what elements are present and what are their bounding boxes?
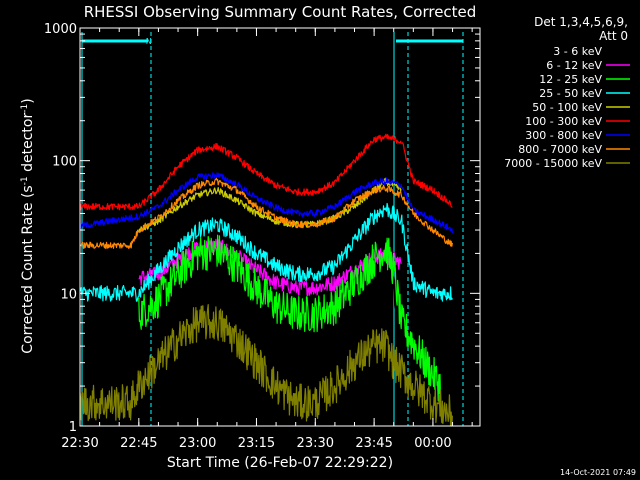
y-tick-label: 100 [52, 155, 77, 170]
series-line-6 [79, 172, 453, 234]
y-axis-label-main: Corrected Count Rate (s [20, 185, 36, 353]
y-axis-label-sup2: -1 [20, 104, 30, 113]
x-tick-label: 00:00 [414, 436, 451, 451]
series-line-5 [79, 133, 453, 211]
series-line-2 [138, 234, 442, 403]
x-tick-label: 23:45 [355, 436, 392, 451]
generation-timestamp: 14-Oct-2021 07:49 [560, 468, 636, 477]
legend-label: 800 - 7000 keV [518, 143, 602, 156]
y-axis-label-mid: detector [20, 113, 36, 177]
legend-label: 3 - 6 keV [553, 45, 602, 58]
y-axis-label: Corrected Count Rate (s-1 detector-1) [20, 98, 36, 353]
y-axis: 1 10 100 1000 [44, 22, 480, 435]
x-tick-label: 22:45 [120, 436, 157, 451]
legend-label: 12 - 25 keV [539, 73, 602, 86]
legend-label: 6 - 12 keV [546, 59, 602, 72]
annotation-label: N [146, 37, 152, 46]
y-tick-label: 1 [69, 420, 77, 435]
legend-label: 50 - 100 keV [532, 101, 602, 114]
legend-header-attenuator: Att 0 [599, 29, 628, 43]
y-tick-label: 10 [60, 287, 77, 302]
y-axis-label-end: ) [20, 98, 36, 103]
x-tick-label: 23:15 [238, 436, 275, 451]
x-axis-label: Start Time (26-Feb-07 22:29:22) [167, 455, 393, 471]
series-line-3 [79, 202, 453, 302]
x-axis: 22:30 22:45 23:00 23:15 23:30 23:45 00:00 [61, 28, 473, 451]
legend-label: 7000 - 15000 keV [504, 157, 602, 170]
y-axis-label-sup1: -1 [20, 176, 30, 185]
series-line-8 [79, 304, 453, 427]
x-tick-label: 23:00 [179, 436, 216, 451]
series-line-7 [79, 177, 453, 250]
chart-title: RHESSI Observing Summary Count Rates, Co… [84, 3, 477, 21]
plot-frame [79, 27, 481, 427]
series-line-0 [158, 248, 402, 367]
legend-label: 100 - 300 keV [525, 115, 602, 128]
legend-header-detectors: Det 1,3,4,5,6,9, [534, 15, 628, 29]
legend-label: 300 - 800 keV [525, 129, 602, 142]
series-line-4 [138, 177, 402, 233]
x-tick-label: 23:30 [297, 436, 334, 451]
x-tick-label: 22:30 [61, 436, 98, 451]
y-tick-label: 1000 [44, 22, 77, 37]
legend-label: 25 - 50 keV [539, 87, 602, 100]
